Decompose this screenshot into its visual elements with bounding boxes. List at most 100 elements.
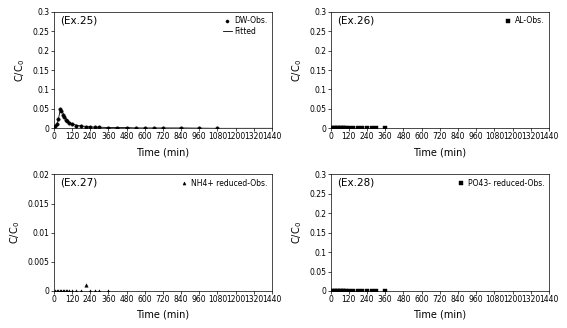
Fitted [82,124,89,128]
DW-Obs. [159,126,166,130]
Text: (Ex.25): (Ex.25) [60,15,98,25]
PO43- reduced-Obs. [368,289,375,293]
Y-axis label: C/C$_0$: C/C$_0$ [290,59,304,82]
NH4+ reduced-Obs. [53,289,60,293]
Fitted [64,119,71,123]
AL-Obs. [350,126,357,130]
NH4+ reduced-Obs. [82,283,89,287]
DW-Obs. [53,122,60,126]
DW-Obs. [52,124,58,128]
Legend: PO43- reduced-Obs.: PO43- reduced-Obs. [453,176,548,191]
PO43- reduced-Obs. [336,289,343,293]
Fitted [52,125,58,129]
PO43- reduced-Obs. [359,289,366,293]
AL-Obs. [340,126,346,130]
DW-Obs. [87,125,94,129]
DW-Obs. [141,126,148,130]
Fitted [114,126,121,130]
AL-Obs. [333,126,340,130]
Fitted [214,126,221,130]
Y-axis label: C/C$_0$: C/C$_0$ [13,59,27,82]
DW-Obs. [150,126,157,130]
AL-Obs. [330,126,337,130]
DW-Obs. [62,118,69,122]
NH4+ reduced-Obs. [58,289,65,293]
Fitted [66,120,73,124]
DW-Obs. [64,119,71,123]
DW-Obs. [66,121,73,125]
Fitted [78,124,84,128]
DW-Obs. [82,125,89,129]
Line: AL-Obs.: AL-Obs. [331,126,387,130]
DW-Obs. [69,122,75,126]
Fitted [177,126,184,130]
Fitted [62,116,69,120]
AL-Obs. [341,126,348,130]
DW-Obs. [196,126,202,130]
PO43- reduced-Obs. [338,289,345,293]
DW-Obs. [132,126,139,130]
PO43- reduced-Obs. [354,289,361,293]
NH4+ reduced-Obs. [56,289,63,293]
NH4+ reduced-Obs. [91,289,98,293]
Legend: DW-Obs., Fitted: DW-Obs., Fitted [220,13,270,39]
Fitted [60,111,66,115]
Line: Fitted: Fitted [54,110,272,128]
NH4+ reduced-Obs. [73,289,80,293]
DW-Obs. [214,126,221,130]
Legend: AL-Obs.: AL-Obs. [501,13,548,29]
Fitted [53,122,60,126]
Fitted [87,125,94,129]
AL-Obs. [354,126,361,130]
NH4+ reduced-Obs. [60,289,66,293]
Fitted [132,126,139,130]
PO43- reduced-Obs. [330,289,337,293]
PO43- reduced-Obs. [333,289,340,293]
Fitted [105,126,112,130]
DW-Obs. [123,126,130,130]
DW-Obs. [114,126,121,130]
NH4+ reduced-Obs. [78,289,84,293]
Legend: NH4+ reduced-Obs.: NH4+ reduced-Obs. [176,176,270,191]
DW-Obs. [78,124,84,128]
Text: (Ex.28): (Ex.28) [337,178,374,188]
PO43- reduced-Obs. [382,289,388,293]
Y-axis label: C/C$_0$: C/C$_0$ [9,221,22,244]
Fitted [150,126,157,130]
Text: (Ex.26): (Ex.26) [337,15,374,25]
AL-Obs. [359,126,366,130]
AL-Obs. [345,126,352,130]
NH4+ reduced-Obs. [96,289,103,293]
DW-Obs. [73,124,80,128]
DW-Obs. [58,109,65,113]
Fitted [56,110,63,114]
Line: PO43- reduced-Obs.: PO43- reduced-Obs. [331,289,387,293]
Y-axis label: C/C$_0$: C/C$_0$ [290,221,304,244]
AL-Obs. [329,126,336,130]
AL-Obs. [342,126,349,130]
Text: (Ex.27): (Ex.27) [60,178,98,188]
DW-Obs. [105,126,112,130]
PO43- reduced-Obs. [342,289,349,293]
Fitted [73,123,80,127]
PO43- reduced-Obs. [363,289,370,293]
NH4+ reduced-Obs. [64,289,71,293]
X-axis label: Time (min): Time (min) [136,310,189,320]
X-axis label: Time (min): Time (min) [413,310,467,320]
Fitted [159,126,166,130]
PO43- reduced-Obs. [373,289,379,293]
AL-Obs. [332,126,338,130]
Line: DW-Obs.: DW-Obs. [53,107,219,130]
NH4+ reduced-Obs. [62,289,69,293]
AL-Obs. [368,126,375,130]
Fitted [232,126,239,130]
AL-Obs. [363,126,370,130]
AL-Obs. [382,126,388,130]
Fitted [58,108,65,112]
DW-Obs. [91,125,98,129]
PO43- reduced-Obs. [340,289,346,293]
Fitted [55,118,62,122]
PO43- reduced-Obs. [350,289,357,293]
DW-Obs. [177,126,184,130]
Fitted [141,126,148,130]
